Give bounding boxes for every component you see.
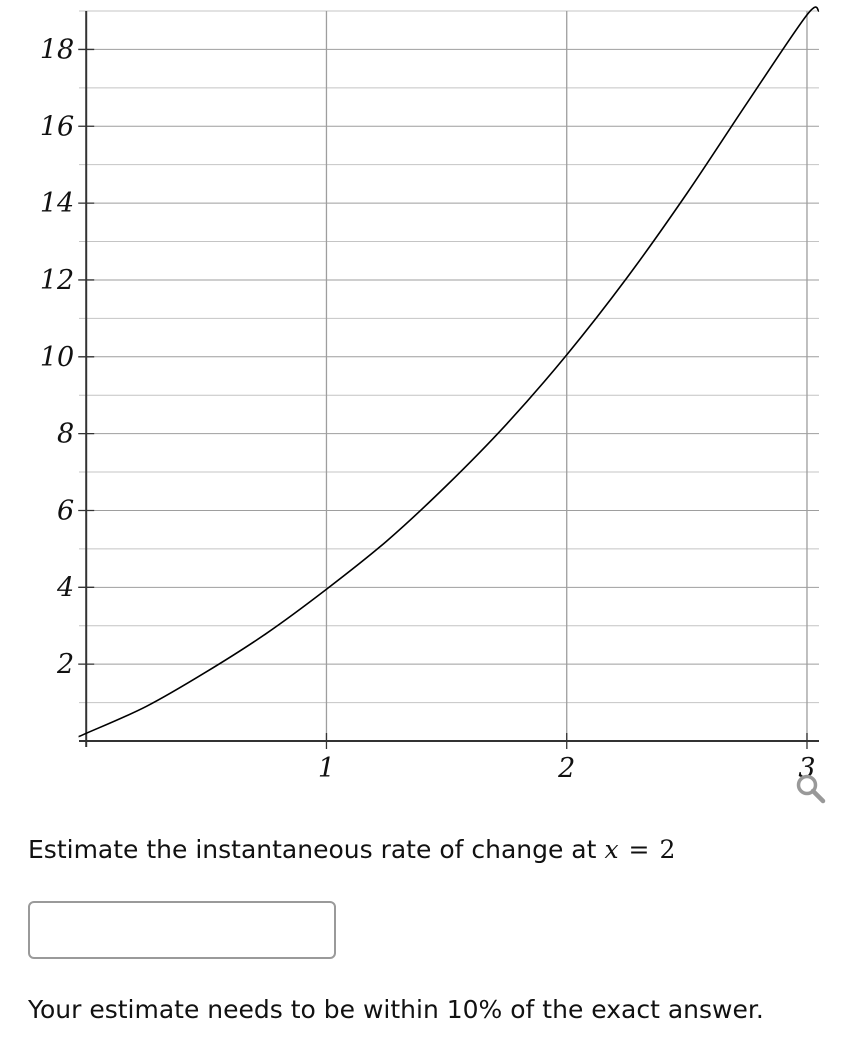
y-tick-label: 8 [57, 419, 74, 450]
question-prompt: Estimate the instantaneous rate of chang… [28, 832, 675, 868]
x-tick-label: 1 [318, 753, 335, 784]
tolerance-hint: Your estimate needs to be within 10% of … [28, 995, 764, 1024]
y-tick-label: 10 [40, 342, 74, 373]
y-tick-label: 4 [56, 572, 74, 603]
graph-container: 2 4 6 8 10 12 14 16 18 1 2 3 [40, 6, 826, 804]
question-text: Estimate the instantaneous rate of chang… [28, 835, 597, 864]
y-tick-label: 16 [40, 111, 74, 142]
x-tick-label: 2 [557, 753, 575, 784]
function-curve [78, 6, 820, 738]
question-variable: x [604, 835, 619, 864]
y-tick-label: 2 [56, 649, 74, 680]
y-tick-label: 18 [40, 34, 74, 65]
axes [79, 11, 819, 747]
grid-minor-lines [79, 10, 819, 704]
y-tick-label: 14 [40, 188, 74, 219]
answer-input[interactable] [28, 901, 336, 959]
curve-layer [78, 6, 820, 738]
question-value: 2 [659, 835, 676, 864]
magnifier-icon[interactable] [794, 772, 828, 806]
question-equals: = [628, 835, 650, 864]
y-tick-label: 6 [57, 495, 74, 526]
y-tick-label: 12 [40, 265, 74, 296]
grid-major-lines [79, 11, 819, 741]
axis-ticks [78, 48, 808, 749]
